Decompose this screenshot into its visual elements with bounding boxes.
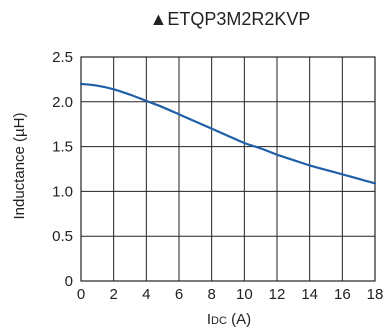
x-tick-label-2: 4 <box>142 286 150 303</box>
x-tick-label-7: 14 <box>301 286 318 303</box>
y-tick-label-1: 0.5 <box>52 228 73 245</box>
chart-title: ▲ETQP3M2R2KVP <box>150 9 311 29</box>
title-part-number: ETQP3M2R2KVP <box>167 9 310 29</box>
x-tick-label-0: 0 <box>77 286 85 303</box>
x-axis-label-subscript: DC <box>211 315 227 327</box>
y-tick-label-4: 2.0 <box>52 94 73 111</box>
x-tick-label-6: 12 <box>269 286 286 303</box>
x-tick-labels: 0 2 4 6 8 10 12 14 16 18 <box>77 286 384 303</box>
plot-border <box>80 56 376 282</box>
title-marker: ▲ <box>150 9 168 29</box>
grid-lines <box>80 56 376 282</box>
x-axis-label-unit: (A) <box>227 311 251 328</box>
x-axis-label-main: I <box>207 311 211 328</box>
x-tick-label-5: 10 <box>236 286 253 303</box>
y-axis-label: Inductance (µH) <box>11 112 28 219</box>
chart-title-text: ▲ETQP3M2R2KVP <box>150 9 311 29</box>
x-tick-label-3: 6 <box>175 286 183 303</box>
series-line-0 <box>79 82 377 185</box>
x-tick-label-9: 18 <box>367 286 384 303</box>
x-tick-label-1: 2 <box>109 286 117 303</box>
x-tick-label-8: 16 <box>334 286 351 303</box>
series-layer <box>79 82 377 185</box>
x-tick-label-4: 8 <box>207 286 215 303</box>
y-tick-label-0: 0 <box>65 273 73 290</box>
x-axis-label: IDC (A) <box>207 311 251 328</box>
y-tick-label-2: 1.0 <box>52 183 73 200</box>
y-tick-label-3: 1.5 <box>52 139 73 156</box>
y-tick-labels: 0 0.5 1.0 1.5 2.0 2.5 <box>52 49 73 290</box>
plot-frame <box>80 56 376 282</box>
y-tick-label-5: 2.5 <box>52 49 73 66</box>
